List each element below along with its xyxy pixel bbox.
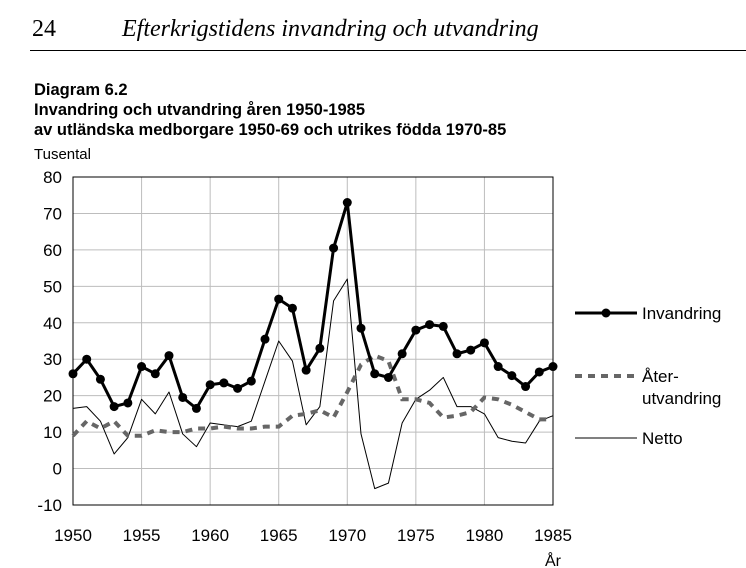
- invandring-point: [164, 351, 174, 361]
- figure-title-line-2: av utländska medborgare 1950-69 och utri…: [34, 121, 507, 139]
- invandring-point: [315, 343, 325, 353]
- invandring-point: [82, 354, 92, 364]
- invandring-point: [383, 372, 393, 382]
- invandring-point: [150, 369, 160, 379]
- invandring-point: [68, 369, 78, 379]
- y-tick-label: 20: [43, 387, 62, 406]
- invandring-point: [219, 378, 229, 388]
- x-tick-label: 1950: [54, 526, 92, 545]
- legend-label-aterutvandring-line: Åter-: [642, 367, 679, 386]
- invandring-point: [507, 371, 517, 381]
- invandring-point: [205, 380, 215, 390]
- x-tick-label: 1985: [534, 526, 572, 545]
- invandring-point: [425, 320, 435, 330]
- invandring-point: [301, 365, 311, 375]
- figure-title-line-1: Invandring och utvandring åren 1950-1985: [34, 101, 366, 119]
- x-tick-label: 1975: [397, 526, 435, 545]
- invandring-point: [342, 198, 352, 208]
- header-rule: [30, 50, 746, 51]
- y-axis-unit: Tusental: [34, 146, 91, 163]
- invandring-point: [123, 398, 133, 408]
- invandring-point: [493, 362, 503, 372]
- legend-label-aterutvandring: Åter-utvandring: [642, 367, 721, 408]
- y-tick-label: 0: [53, 460, 62, 479]
- invandring-point: [438, 321, 448, 331]
- invandring-point: [233, 383, 243, 393]
- y-tick-label: 60: [43, 241, 62, 260]
- legend-label-aterutvandring-line: utvandring: [642, 389, 721, 408]
- x-axis-label: År: [545, 551, 562, 568]
- x-tick-label: 1960: [191, 526, 229, 545]
- invandring-point: [479, 338, 489, 348]
- invandring-point: [274, 294, 284, 304]
- invandring-point: [534, 367, 544, 377]
- invandring-point: [397, 349, 407, 359]
- legend-marker-invandring: [601, 308, 611, 318]
- legend-label-invandring: Invandring: [642, 304, 721, 323]
- legend-label-netto: Netto: [642, 429, 683, 448]
- legend: Invandring Åter-utvandring Netto: [575, 304, 721, 448]
- invandring-point: [191, 403, 201, 413]
- x-tick-label: 1970: [328, 526, 366, 545]
- y-tick-label: 70: [43, 204, 62, 223]
- invandring-point: [329, 243, 339, 253]
- running-header: 24 Efterkrigstidens invandring och utvan…: [30, 14, 746, 51]
- invandring-point: [95, 374, 105, 384]
- invandring-point: [370, 369, 380, 379]
- figure-label: Diagram 6.2: [34, 81, 128, 99]
- y-tick-label: 30: [43, 350, 62, 369]
- x-tick-label: 1980: [466, 526, 504, 545]
- x-tick-label: 1955: [123, 526, 161, 545]
- series-line-invandring: [71, 201, 554, 410]
- y-tick-label: 50: [43, 277, 62, 296]
- invandring-point: [178, 392, 188, 402]
- invandring-point: [466, 345, 476, 355]
- invandring-point: [356, 323, 366, 333]
- y-tick-label: 10: [43, 423, 62, 442]
- running-title: Efterkrigstidens invandring och utvandri…: [122, 16, 539, 42]
- invandring-point: [137, 362, 147, 372]
- invandring-point: [521, 382, 531, 392]
- invandring-point: [411, 325, 421, 335]
- invandring-point: [260, 334, 270, 344]
- plot-frame: [72, 176, 554, 506]
- invandring-point: [109, 402, 119, 412]
- page-number: 24: [32, 16, 56, 42]
- series-line-netto: [72, 278, 554, 490]
- invandring-point: [246, 376, 256, 386]
- invandring-point: [287, 303, 297, 313]
- figure-caption: Diagram 6.2 Invandring och utvandring år…: [34, 80, 506, 140]
- y-tick-label: 40: [43, 314, 62, 333]
- series-line-aterutvandring: [71, 353, 553, 438]
- invandring-point: [452, 349, 462, 359]
- x-tick-label: 1965: [260, 526, 298, 545]
- y-tick-label: -10: [37, 496, 62, 515]
- invandring-point: [548, 362, 558, 372]
- y-tick-label: 80: [43, 168, 62, 187]
